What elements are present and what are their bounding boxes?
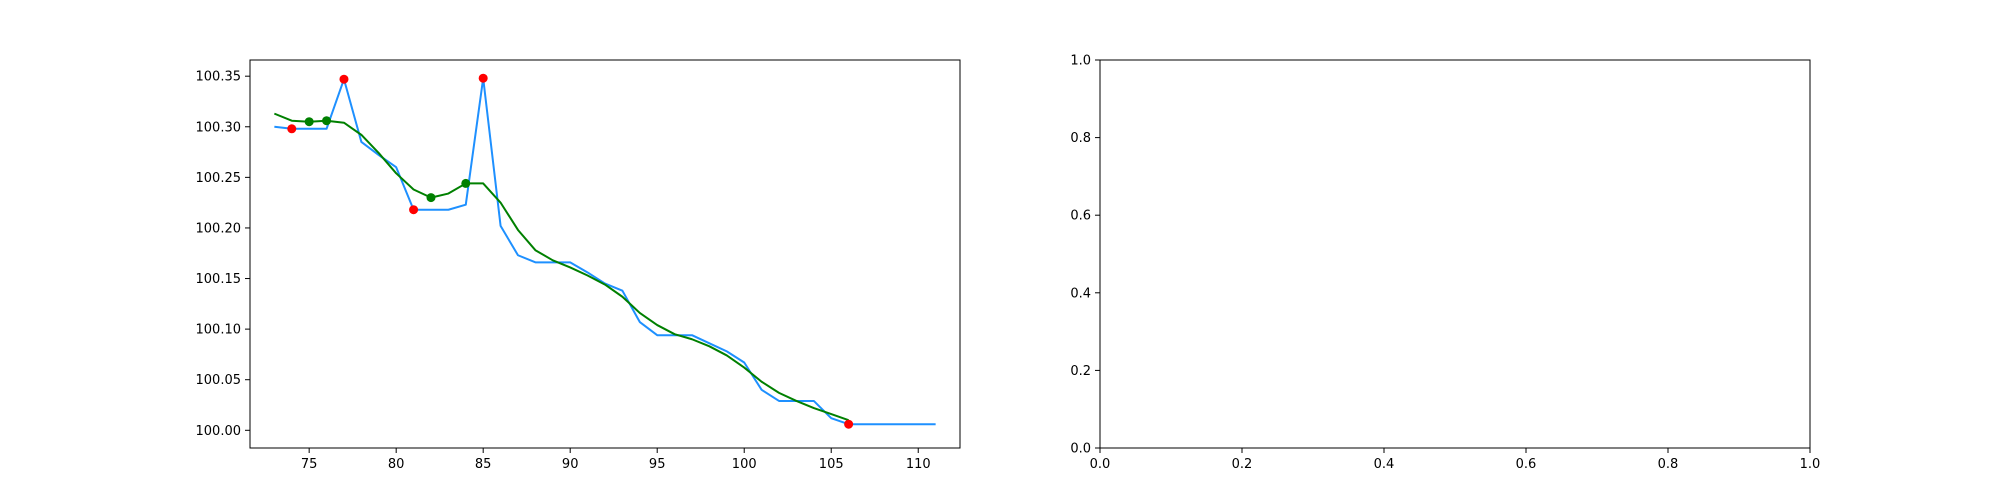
scatter-point [844, 419, 854, 429]
x-tick-label: 90 [562, 457, 579, 472]
x-tick-label: 80 [388, 457, 405, 472]
y-tick-label: 0.0 [1070, 442, 1091, 457]
x-tick-label: 0.8 [1658, 457, 1679, 472]
series-line-1 [273, 112, 849, 422]
x-tick-label: 75 [301, 457, 318, 472]
y-tick-label: 100.35 [196, 70, 242, 85]
x-tick-label: 1.0 [1800, 457, 1821, 472]
x-tick-label: 110 [906, 457, 931, 472]
y-tick-label: 100.30 [196, 120, 242, 135]
x-tick-label: 85 [475, 457, 492, 472]
y-tick-label: 0.2 [1070, 364, 1091, 379]
x-tick-label: 95 [649, 457, 666, 472]
y-tick-label: 100.05 [196, 373, 242, 388]
x-tick-label: 0.4 [1374, 457, 1395, 472]
y-tick-label: 1.0 [1070, 54, 1091, 69]
scatter-point [426, 193, 436, 203]
y-tick-label: 100.00 [196, 424, 242, 439]
x-tick-label: 0.0 [1090, 457, 1111, 472]
y-tick-label: 100.25 [196, 171, 242, 186]
left-axes: 75 80 85 90 95 100 105 110 100.00 100.05 100.10 100… [196, 59, 961, 472]
scatter-point [409, 205, 419, 215]
scatter-point [304, 117, 314, 127]
right-axes: 0.0 0.2 0.4 0.6 0.8 1.0 0.0 0.2 0.4 0.6 0.8 1.0 [1070, 54, 1820, 473]
scatter-point [461, 178, 471, 188]
axes-frame [249, 59, 961, 449]
x-tick-label: 0.2 [1232, 457, 1253, 472]
y-tick-label: 100.10 [196, 323, 242, 338]
y-tick-label: 0.4 [1070, 286, 1091, 301]
y-tick-label: 100.15 [196, 272, 242, 287]
scatter-point [339, 74, 349, 84]
x-tick-label: 105 [819, 457, 844, 472]
scatter-point [287, 124, 297, 134]
scatter-point [478, 73, 488, 83]
axes-frame [1099, 59, 1811, 449]
scatter-point [322, 116, 332, 126]
y-tick-label: 0.8 [1070, 131, 1091, 146]
x-tick-label: 100 [732, 457, 757, 472]
y-tick-label: 0.6 [1070, 209, 1091, 224]
y-tick-label: 100.20 [196, 221, 242, 236]
x-tick-label: 0.6 [1516, 457, 1537, 472]
